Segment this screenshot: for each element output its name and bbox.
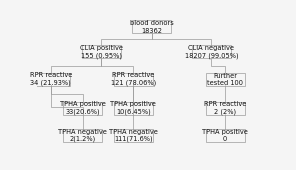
Text: RPR reactive
121 (78.06%): RPR reactive 121 (78.06%) — [111, 72, 156, 86]
FancyBboxPatch shape — [63, 101, 102, 115]
Text: RPR reactive
34 (21.93%): RPR reactive 34 (21.93%) — [30, 72, 72, 86]
Text: TPHA positive
33(20.6%): TPHA positive 33(20.6%) — [60, 101, 106, 115]
FancyBboxPatch shape — [114, 101, 153, 115]
FancyBboxPatch shape — [206, 129, 244, 142]
Text: TPHA positive
10(6.45%): TPHA positive 10(6.45%) — [110, 101, 156, 115]
FancyBboxPatch shape — [206, 73, 244, 86]
FancyBboxPatch shape — [114, 129, 153, 142]
Text: Further
tested 100: Further tested 100 — [207, 73, 243, 86]
FancyBboxPatch shape — [192, 45, 231, 58]
FancyBboxPatch shape — [206, 101, 244, 115]
Text: TPHA negative
111(71.6%): TPHA negative 111(71.6%) — [109, 129, 158, 142]
Text: CLIA positive
155 (0.95%): CLIA positive 155 (0.95%) — [80, 45, 123, 59]
Text: CLIA negative
18207 (99.05%): CLIA negative 18207 (99.05%) — [184, 45, 238, 59]
Text: RPR reactive
2 (2%): RPR reactive 2 (2%) — [204, 101, 246, 115]
FancyBboxPatch shape — [82, 45, 121, 58]
Text: blood donors
18362: blood donors 18362 — [130, 20, 173, 33]
Text: TPHA negative
2(1.2%): TPHA negative 2(1.2%) — [58, 129, 107, 142]
FancyBboxPatch shape — [63, 129, 102, 142]
FancyBboxPatch shape — [132, 20, 171, 33]
FancyBboxPatch shape — [31, 73, 70, 86]
Text: TPHA positive
0: TPHA positive 0 — [202, 129, 248, 142]
FancyBboxPatch shape — [114, 73, 153, 86]
